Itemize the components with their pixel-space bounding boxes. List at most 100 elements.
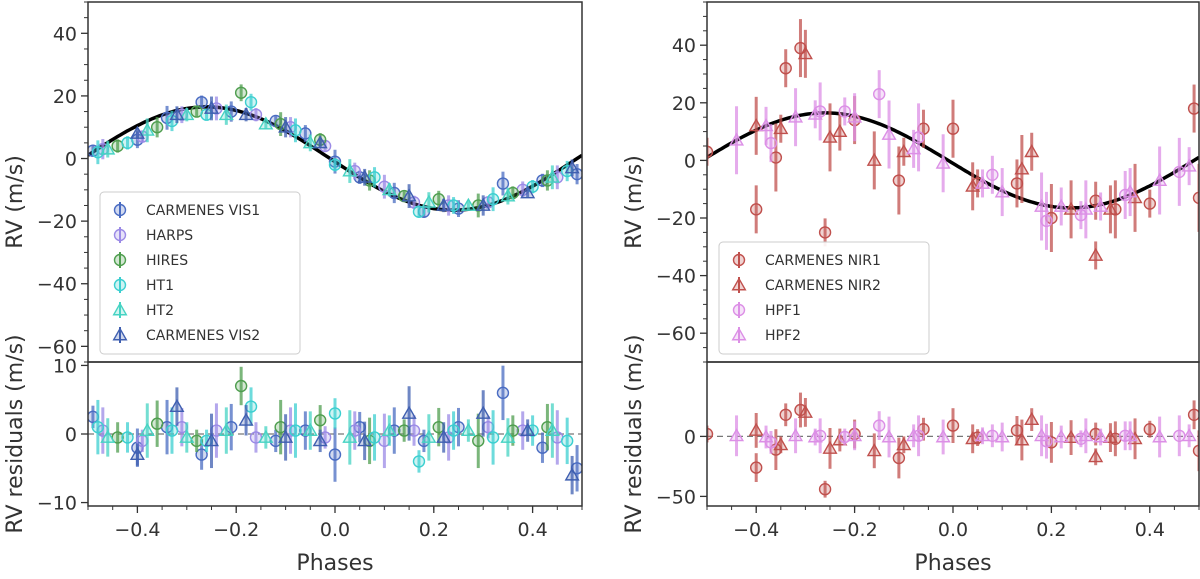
data-point — [290, 425, 301, 436]
data-point — [413, 456, 424, 467]
y-tick-label: −40 — [37, 274, 77, 296]
y-tick-label: 40 — [672, 35, 696, 57]
y-tick-label: 40 — [53, 23, 77, 45]
data-point — [413, 206, 424, 217]
legend-label: HT1 — [146, 278, 174, 294]
series-carmenes-nir2 — [750, 30, 1141, 270]
data-point — [246, 97, 257, 108]
legend-label: HPF1 — [765, 303, 801, 319]
data-point — [473, 435, 484, 446]
data-point — [780, 409, 791, 420]
resid-tick-label: 0 — [65, 424, 77, 446]
x-tick-label: −0.2 — [832, 519, 878, 541]
data-point — [834, 125, 847, 136]
data-point — [330, 159, 341, 170]
resid-tick-label: −10 — [37, 493, 77, 515]
data-point — [868, 154, 881, 165]
legend-label: HIRES — [146, 253, 188, 269]
y-tick-label: 0 — [684, 150, 696, 172]
legend-label: CARMENES NIR2 — [765, 278, 881, 294]
x-tick-label: −0.2 — [213, 519, 259, 541]
x-tick-label: 0.2 — [1036, 519, 1066, 541]
data-point — [236, 87, 247, 98]
data-point — [488, 194, 499, 205]
y-tick-label: 20 — [53, 86, 77, 108]
x-axis-title: Phases — [914, 551, 991, 575]
data-point — [1144, 198, 1155, 209]
y-tick-label: −20 — [656, 208, 696, 230]
data-point — [1025, 145, 1038, 156]
data-point — [1089, 450, 1102, 461]
legend-marker — [115, 205, 126, 216]
legend-label: HARPS — [146, 228, 193, 244]
legend-marker — [115, 230, 126, 241]
data-point — [893, 453, 904, 464]
data-point — [330, 408, 341, 419]
data-point — [497, 387, 508, 398]
data-point — [92, 422, 103, 433]
y-axis-title: RV (m/s) — [622, 155, 647, 249]
data-point — [750, 424, 763, 435]
x-tick-label: −0.4 — [733, 519, 779, 541]
legend: CARMENES NIR1 CARMENES NIR2 HPF1 HPF2 — [719, 242, 929, 354]
residuals-axis-title: RV residuals (m/s) — [622, 334, 647, 533]
y-axis-title: RV (m/s) — [3, 155, 28, 249]
data-point — [874, 420, 885, 431]
data-point — [893, 175, 904, 186]
x-tick-label: −0.4 — [114, 519, 160, 541]
data-point — [152, 418, 163, 429]
data-point — [1055, 431, 1068, 442]
resid-tick-label: 10 — [53, 355, 77, 377]
x-tick-label: 0.4 — [517, 519, 547, 541]
data-point — [820, 227, 831, 238]
data-point — [839, 106, 850, 117]
data-point — [403, 407, 416, 418]
data-point — [152, 122, 163, 133]
data-point — [1189, 409, 1200, 420]
data-point — [488, 432, 499, 443]
data-point — [1089, 249, 1102, 260]
y-tick-label: 20 — [672, 93, 696, 115]
y-tick-label: −20 — [37, 211, 77, 233]
x-tick-label: 0.0 — [320, 519, 350, 541]
y-tick-label: 0 — [65, 149, 77, 171]
x-tick-label: 0.4 — [1135, 519, 1165, 541]
data-point — [1025, 413, 1038, 424]
data-point — [868, 444, 881, 455]
legend-marker — [115, 280, 126, 291]
legend-label: HT2 — [146, 303, 174, 319]
data-point — [330, 449, 341, 460]
legend-label: CARMENES NIR1 — [765, 253, 881, 269]
data-point — [236, 381, 247, 392]
data-point — [1189, 103, 1200, 114]
data-point — [751, 204, 762, 215]
legend-label: HPF2 — [765, 328, 801, 344]
data-point — [751, 462, 762, 473]
data-point — [122, 137, 133, 148]
data-point — [1144, 424, 1155, 435]
data-point — [789, 429, 802, 440]
data-point — [987, 169, 998, 180]
data-point — [477, 407, 490, 418]
data-point — [448, 425, 459, 436]
resid-tick-label: −50 — [656, 486, 696, 508]
data-point — [1174, 166, 1185, 177]
resid-tick-label: 0 — [684, 426, 696, 448]
data-point — [874, 89, 885, 100]
data-point — [1153, 431, 1166, 442]
data-point — [171, 400, 184, 411]
legend-label: CARMENES VIS2 — [146, 328, 260, 344]
x-axis-title: Phases — [296, 551, 373, 575]
data-point — [730, 429, 743, 440]
data-point — [948, 123, 959, 134]
legend-marker — [115, 255, 126, 266]
data-point — [369, 432, 380, 443]
x-tick-label: 0.2 — [419, 519, 449, 541]
y-tick-label: −60 — [656, 323, 696, 345]
data-point — [780, 63, 791, 74]
data-point — [820, 484, 831, 495]
legend-marker — [734, 255, 745, 266]
